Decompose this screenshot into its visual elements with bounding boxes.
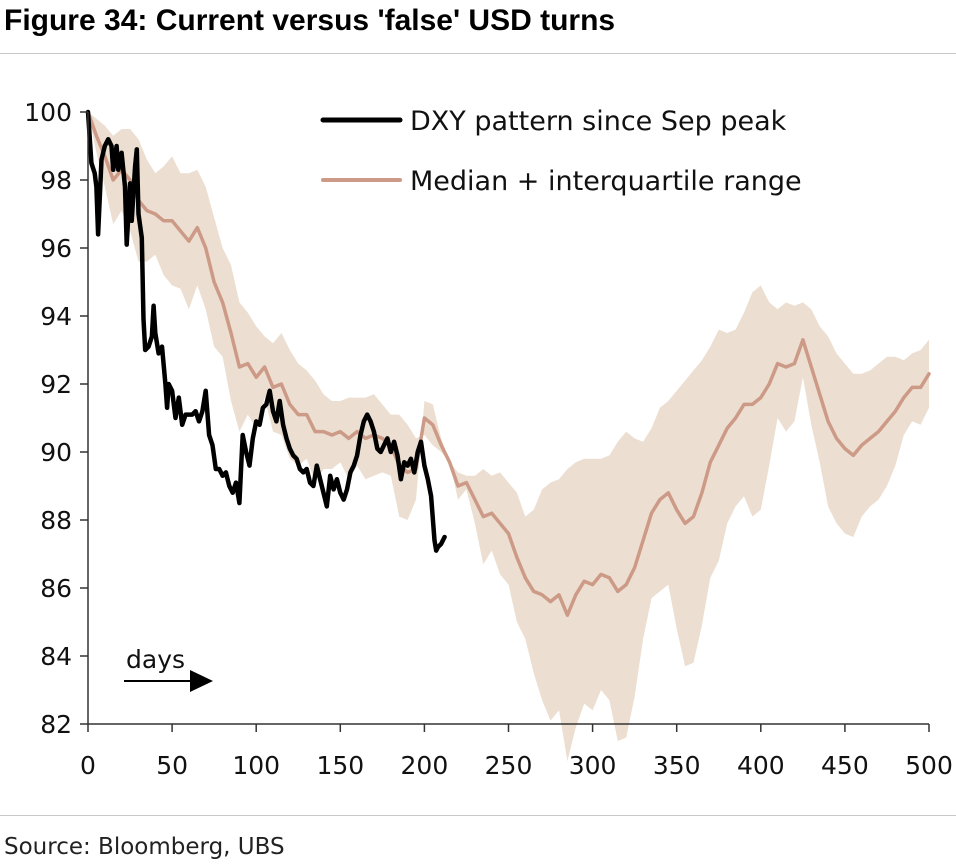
legend-label: DXY pattern since Sep peak [410,106,787,137]
y-tick-label: 84 [40,642,72,671]
y-tick-label: 100 [24,98,72,127]
dxy-line [85,109,447,553]
median-line [86,110,931,617]
x-tick-label: 50 [156,751,188,780]
iqr-band [88,112,929,762]
days-arrow-head [190,670,213,692]
y-tick-label: 96 [40,234,72,263]
legend-label: Median + interquartile range [410,166,802,197]
x-tick-label: 450 [821,751,869,780]
legend: DXY pattern since Sep peak Median + inter… [320,106,802,197]
axes-layer: 82 84 86 88 90 92 94 96 98 100 0 50 100 150 200 250 300 3… [24,98,953,780]
x-tick-label: 100 [232,751,280,780]
source-note: Source: Bloomberg, UBS [4,834,285,860]
y-tick-label: 90 [40,438,72,467]
iqr-band-layer [88,112,929,762]
figure-title: Figure 34: Current versus 'false' USD tu… [4,4,616,37]
x-tick-label: 150 [316,751,364,780]
x-tick-label: 200 [401,751,449,780]
x-tick-label: 500 [905,751,953,780]
x-tick-label: 350 [653,751,701,780]
days-label: days [126,645,185,674]
x-tick-label: 300 [569,751,617,780]
x-tick-label: 250 [485,751,533,780]
y-tick-label: 86 [40,574,72,603]
y-tick-label: 82 [40,710,72,739]
x-tick-label: 0 [80,751,96,780]
y-tick-label: 88 [40,506,72,535]
series-lines-layer [85,109,931,617]
source-divider [0,815,956,816]
x-tick-label: 400 [737,751,785,780]
title-divider [0,53,956,54]
y-tick-label: 92 [40,370,72,399]
days-annotation: days [124,645,213,692]
chart-area: 82 84 86 88 90 92 94 96 98 100 0 50 100 150 200 250 300 3… [24,98,953,780]
y-tick-label: 98 [40,166,72,195]
y-tick-label: 94 [40,302,72,331]
